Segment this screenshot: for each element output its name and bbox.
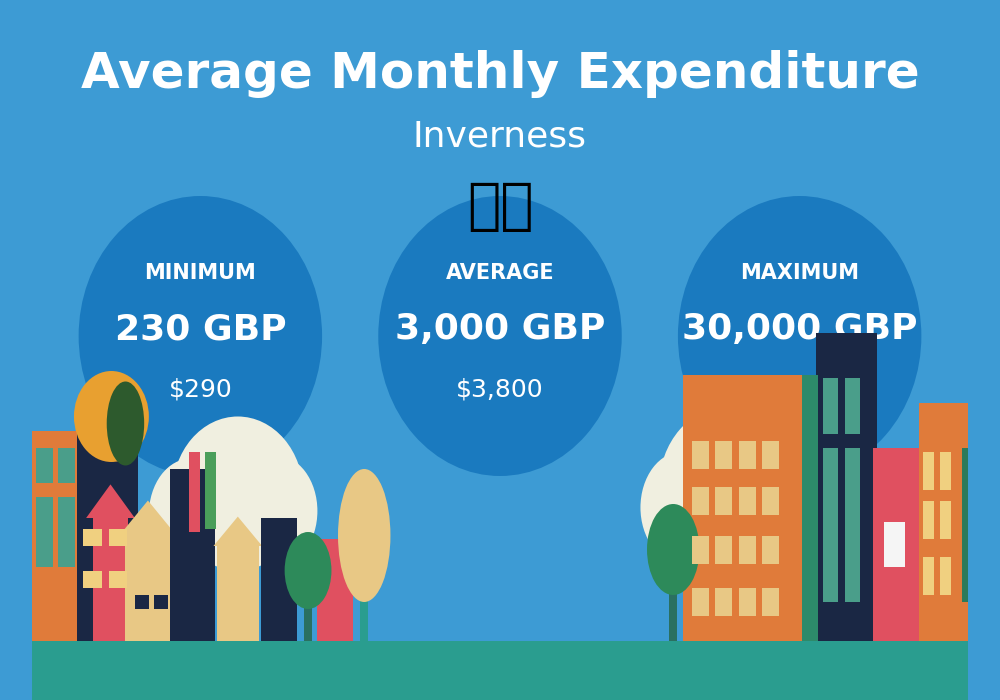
Bar [823, 448, 838, 602]
Text: $38,000: $38,000 [748, 377, 851, 401]
Polygon shape [86, 484, 135, 518]
Bar [940, 500, 951, 539]
Ellipse shape [659, 406, 800, 567]
Bar [923, 500, 934, 539]
Bar [692, 441, 709, 469]
Text: 🇬🇧: 🇬🇧 [467, 179, 533, 234]
Bar [816, 332, 877, 640]
Bar [845, 378, 860, 434]
Ellipse shape [742, 386, 820, 482]
Text: Inverness: Inverness [413, 120, 587, 153]
Bar [683, 374, 804, 640]
Bar [135, 595, 149, 609]
Bar [739, 441, 756, 469]
Ellipse shape [647, 504, 699, 595]
Bar [32, 430, 83, 640]
Bar [154, 595, 168, 609]
Ellipse shape [378, 196, 622, 476]
Text: MINIMUM: MINIMUM [144, 263, 256, 283]
Bar [692, 588, 709, 616]
Bar [93, 518, 128, 640]
Bar [715, 536, 732, 564]
Text: Average Monthly Expenditure: Average Monthly Expenditure [81, 50, 919, 97]
Bar [109, 570, 127, 588]
Bar [823, 378, 838, 434]
Polygon shape [213, 517, 262, 546]
Text: 30,000 GBP: 30,000 GBP [682, 312, 917, 346]
Bar [692, 536, 709, 564]
Bar [884, 522, 905, 567]
Ellipse shape [233, 455, 317, 567]
Bar [304, 567, 312, 640]
Bar [36, 497, 53, 567]
Ellipse shape [172, 416, 303, 570]
Ellipse shape [678, 196, 921, 476]
Bar [923, 452, 934, 490]
Bar [762, 486, 779, 514]
Bar [739, 588, 756, 616]
Bar [32, 640, 968, 700]
Bar [83, 528, 102, 546]
Bar [58, 448, 75, 483]
Bar [940, 452, 951, 490]
Text: MAXIMUM: MAXIMUM [740, 263, 859, 283]
Ellipse shape [728, 455, 806, 560]
Bar [739, 536, 756, 564]
Bar [36, 448, 53, 483]
Bar [125, 532, 170, 640]
Ellipse shape [74, 371, 149, 462]
Text: 230 GBP: 230 GBP [115, 312, 286, 346]
Bar [109, 528, 127, 546]
Bar [923, 556, 934, 595]
Text: 3,000 GBP: 3,000 GBP [395, 312, 605, 346]
Bar [762, 588, 779, 616]
Bar [205, 452, 216, 528]
Bar [692, 486, 709, 514]
Bar [762, 441, 779, 469]
Bar [217, 546, 259, 640]
Bar [83, 570, 102, 588]
Bar [170, 469, 215, 640]
Ellipse shape [285, 532, 331, 609]
Bar [762, 536, 779, 564]
Bar [360, 532, 368, 640]
Bar [919, 402, 968, 640]
Ellipse shape [640, 452, 725, 564]
Bar [940, 556, 951, 595]
Bar [715, 441, 732, 469]
Bar [802, 374, 818, 640]
Bar [261, 518, 297, 640]
Text: AVERAGE: AVERAGE [446, 263, 554, 283]
Text: $3,800: $3,800 [456, 377, 544, 401]
Ellipse shape [107, 382, 144, 466]
Bar [317, 539, 353, 640]
Bar [189, 452, 200, 532]
Bar [739, 486, 756, 514]
Ellipse shape [338, 469, 390, 602]
Text: $290: $290 [168, 377, 232, 401]
Bar [58, 497, 75, 567]
Ellipse shape [149, 458, 233, 570]
Bar [962, 448, 968, 602]
Bar [715, 588, 732, 616]
Bar [77, 410, 138, 640]
Ellipse shape [79, 196, 322, 476]
Bar [873, 448, 927, 640]
Bar [715, 486, 732, 514]
Bar [845, 448, 860, 602]
Bar [669, 546, 677, 640]
Polygon shape [122, 500, 174, 532]
